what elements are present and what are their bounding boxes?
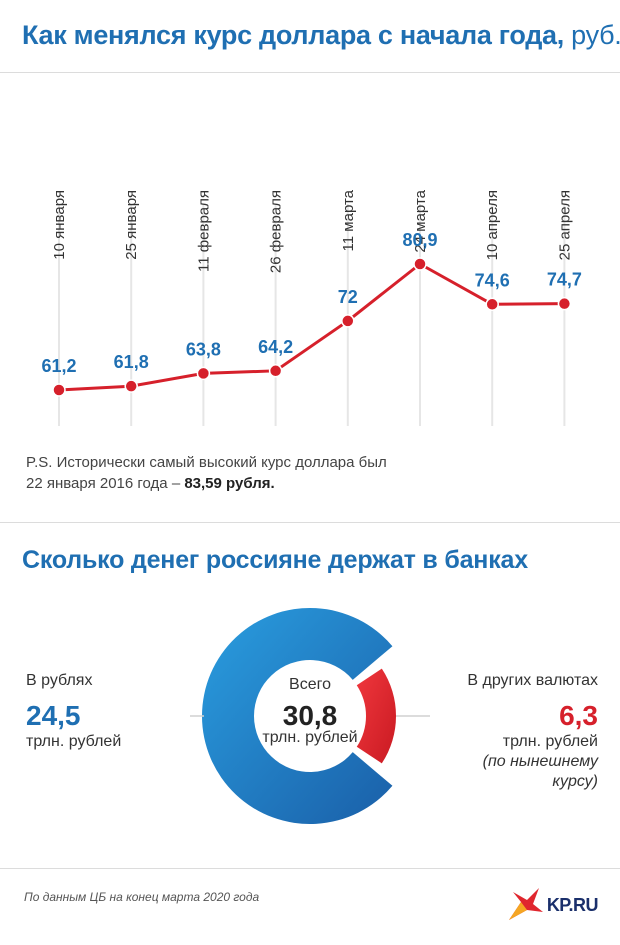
data-label: 80,9 [402,230,437,250]
data-point [485,297,499,312]
fx-label: В других валютах [467,672,598,689]
usd-rate-line-chart: 10 января 25 января 11 февраля 26 февраля 11… [41,189,582,426]
data-label: 64,2 [258,337,293,357]
note-line-1: P.S. Исторически самый высокий курс долл… [26,454,387,471]
title-unit-text: руб. [563,20,620,50]
rub-unit: трлн. рублей [26,733,122,750]
total-label: Всего [289,676,331,693]
x-tick-label: 11 марта [340,189,357,251]
divider [0,72,620,73]
data-label: 72 [338,287,358,307]
historical-note: P.S. Исторически самый высокий курс долл… [26,452,387,494]
data-label: 61,2 [41,356,76,376]
rub-slice [201,608,393,824]
data-label: 74,7 [547,270,582,290]
source-note: По данным ЦБ на конец марта 2020 года [24,890,260,904]
x-tick-label: 26 февраля [268,190,285,273]
data-point [268,364,283,378]
data-label: 74,6 [475,270,510,290]
rub-label: В рублях [26,672,93,689]
x-tick-label: 11 февраля [195,190,212,272]
x-tick-label: 24 марта [412,189,429,252]
fx-slice [356,668,396,764]
data-point [124,379,138,393]
divider [0,522,620,523]
x-tick-label: 10 апреля [484,190,501,260]
deposits-title: Сколько денег россияне держат в банках [22,546,528,574]
note-bold-value: 83,59 рубля. [184,475,275,492]
chart-title: Как менялся курс доллара с начала года, … [22,20,620,51]
x-tick-label: 25 января [123,190,140,260]
series-line [58,262,565,392]
kp-logo-icon [508,888,543,920]
data-point [196,366,211,381]
x-tick-label: 10 января [51,190,68,260]
data-point [413,257,427,271]
divider [0,868,620,869]
note-line-2: 22 января 2016 года – [26,475,185,492]
kp-logo-text: KP.RU [546,894,599,915]
fx-value: 6,3 [559,700,598,731]
fx-unit: трлн. рублей [502,733,598,750]
data-label: 61,8 [114,352,149,372]
rub-value: 24,5 [26,700,81,731]
x-tick-label: 25 апреля [556,190,573,260]
data-point [557,296,572,311]
deposits-donut-chart [190,608,430,824]
data-point [52,383,66,397]
kp-logo: KP.RU [507,888,599,922]
data-label: 63,8 [186,339,221,359]
title-main-text: Как менялся курс доллара с начала года, [22,20,564,50]
total-unit: трлн. рублей [262,729,358,746]
data-point [341,314,355,328]
fx-note: (по нынешнему курсу) [482,753,598,790]
total-value: 30,8 [282,700,338,731]
